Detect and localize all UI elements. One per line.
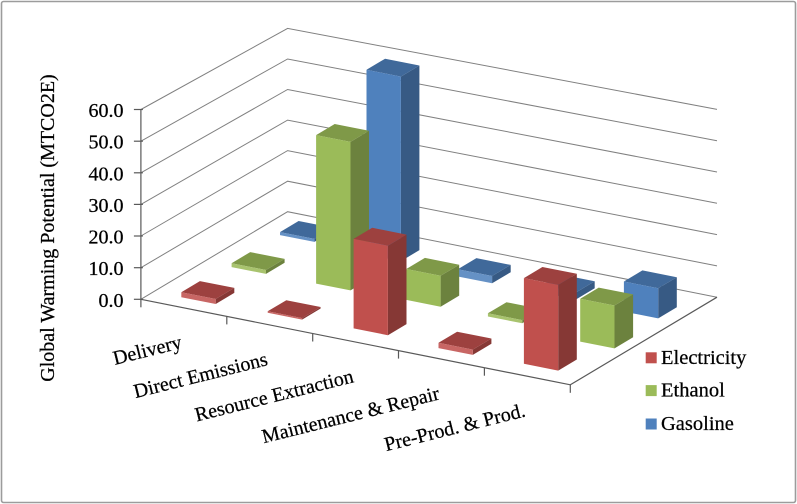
svg-text:Gasoline: Gasoline [661,413,734,435]
svg-text:20.0: 20.0 [89,227,124,249]
svg-text:Ethanol: Ethanol [661,380,725,402]
svg-text:60.0: 60.0 [89,100,124,122]
svg-text:Global Warming Potential (MTCO: Global Warming Potential (MTCO2E) [37,74,59,381]
svg-text:30.0: 30.0 [89,195,124,217]
svg-text:0.0: 0.0 [99,290,124,312]
svg-text:Electricity: Electricity [661,347,747,369]
svg-text:40.0: 40.0 [89,163,124,185]
svg-text:50.0: 50.0 [89,132,124,154]
svg-text:10.0: 10.0 [89,258,124,280]
